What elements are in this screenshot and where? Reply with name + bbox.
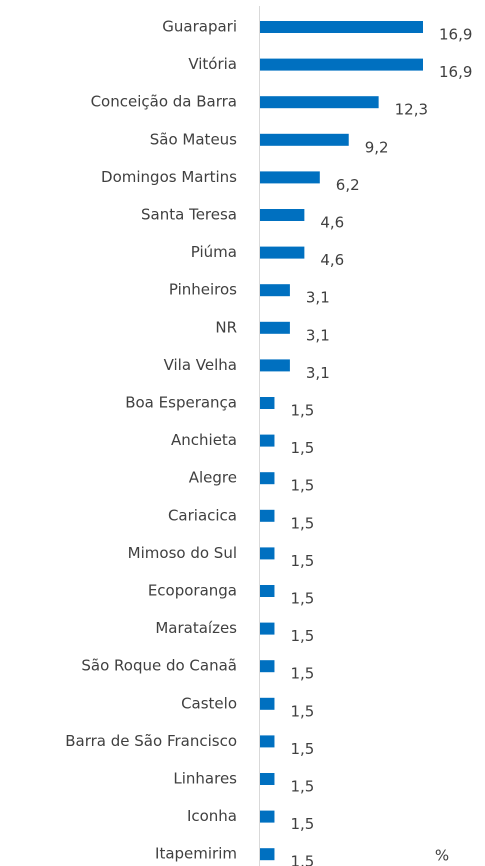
category-label: Conceição da Barra [91, 93, 237, 111]
bar [260, 509, 275, 522]
value-label: 16,9 [439, 26, 472, 44]
axis-unit: % [435, 847, 449, 865]
category-label: Vitória [188, 55, 237, 73]
bar [260, 397, 275, 409]
category-label: Vila Velha [164, 356, 237, 374]
category-label: Castelo [181, 694, 237, 712]
bar [260, 171, 320, 184]
category-label: Iconha [187, 807, 237, 825]
category-label: Alegre [189, 469, 237, 487]
category-label: Itapemirim [155, 845, 237, 863]
value-label: 1,5 [290, 590, 314, 608]
value-label: 6,2 [336, 176, 360, 194]
bar [260, 660, 275, 673]
value-label: 4,6 [320, 214, 344, 232]
bar [260, 359, 290, 372]
category-label: Barra de São Francisco [65, 732, 237, 750]
value-label: 1,5 [290, 740, 314, 758]
bar [260, 434, 275, 447]
category-label: Mimoso do Sul [128, 544, 237, 562]
category-label: Boa Esperança [125, 394, 237, 412]
category-label: NR [215, 318, 237, 336]
bar [260, 246, 305, 259]
category-label: Linhares [173, 770, 237, 788]
value-label: 1,5 [290, 514, 314, 532]
value-label: 1,5 [290, 402, 314, 420]
value-label: 3,1 [306, 326, 330, 344]
bar [260, 622, 275, 635]
category-label: São Mateus [150, 130, 237, 148]
value-label: 3,1 [306, 289, 330, 307]
bar [260, 810, 275, 823]
bar [260, 21, 423, 33]
value-label: 1,5 [290, 853, 314, 866]
category-label: Ecoporanga [148, 582, 237, 600]
category-label: Pinheiros [169, 281, 237, 299]
value-label: 1,5 [290, 778, 314, 796]
bar [260, 472, 275, 485]
bar [260, 848, 275, 861]
bar [260, 773, 275, 785]
value-label: 16,9 [439, 63, 472, 81]
value-label: 1,5 [290, 702, 314, 720]
category-label: Piúma [191, 243, 237, 261]
value-label: 1,5 [290, 627, 314, 645]
category-label: Cariacica [168, 506, 237, 524]
value-label: 12,3 [395, 101, 428, 119]
bar [260, 697, 275, 710]
category-label: São Roque do Canaã [81, 657, 237, 675]
bar [260, 58, 423, 71]
category-label: Santa Teresa [141, 206, 237, 224]
bar [260, 547, 275, 560]
bar [260, 209, 305, 221]
bar [260, 735, 275, 748]
value-label: 3,1 [306, 364, 330, 382]
category-label: Guarapari [162, 18, 237, 36]
value-label: 4,6 [320, 251, 344, 269]
value-label: 1,5 [290, 815, 314, 833]
value-label: 1,5 [290, 665, 314, 683]
value-label: 1,5 [290, 439, 314, 457]
bar [260, 321, 290, 334]
bar [260, 284, 290, 297]
value-label: 1,5 [290, 477, 314, 495]
bar [260, 585, 275, 597]
category-label: Marataízes [155, 619, 237, 637]
bar [260, 133, 349, 146]
category-label: Anchieta [171, 431, 237, 449]
value-label: 9,2 [365, 138, 389, 156]
value-label: 1,5 [290, 552, 314, 570]
category-label: Domingos Martins [101, 168, 237, 186]
bar [260, 96, 379, 109]
